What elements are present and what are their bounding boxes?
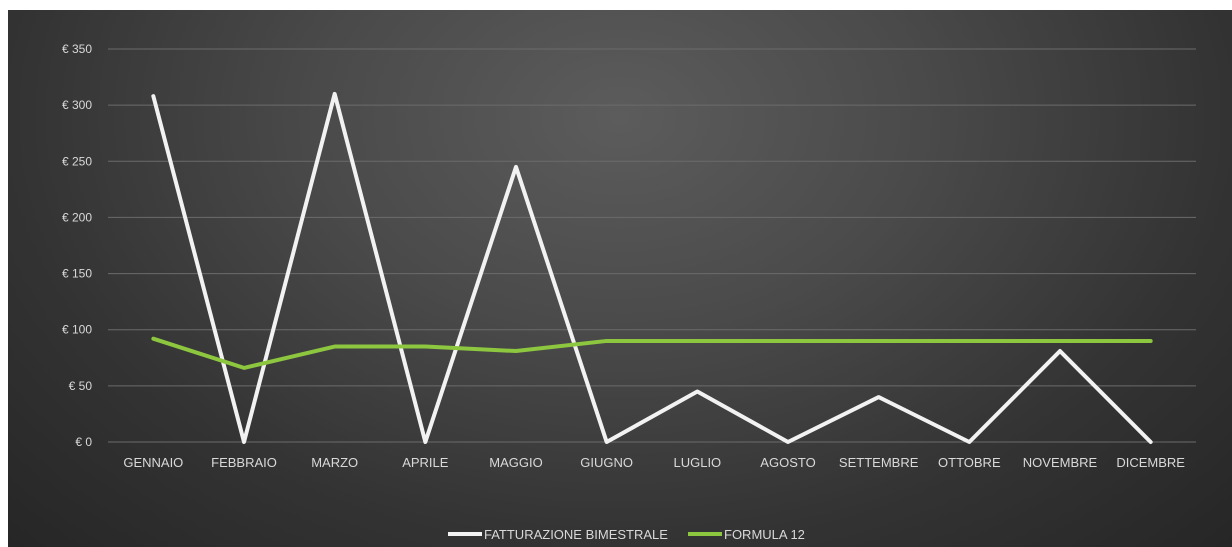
data-point — [242, 440, 246, 444]
x-tick-label: OTTOBRE — [938, 455, 1001, 470]
x-tick-label: GIUGNO — [580, 455, 633, 470]
data-point — [1149, 440, 1153, 444]
y-tick-label: € 100 — [62, 323, 92, 337]
data-point — [605, 440, 609, 444]
series-lines — [151, 91, 1153, 444]
gridlines — [108, 48, 1196, 443]
y-tick-label: € 200 — [62, 210, 92, 224]
x-tick-label: FEBBRAIO — [211, 455, 277, 470]
y-tick-label: € 300 — [62, 98, 92, 112]
y-tick-label: € 50 — [69, 379, 93, 393]
data-point — [877, 395, 881, 399]
data-point — [967, 440, 971, 444]
y-tick-label: € 250 — [62, 154, 92, 168]
data-point — [151, 94, 155, 98]
data-point — [786, 339, 790, 343]
data-point — [242, 366, 246, 370]
chart-area: € 0 € 50 € 100 € 150 € 200 € 250 € 300 € 350 GE… — [8, 10, 1232, 547]
x-tick-label: APRILE — [402, 455, 449, 470]
x-tick-label: AGOSTO — [760, 455, 815, 470]
data-point — [514, 349, 518, 353]
data-point — [514, 165, 518, 169]
x-tick-label: MAGGIO — [489, 455, 542, 470]
data-point — [1058, 339, 1062, 343]
data-point — [423, 345, 427, 349]
x-axis: GENNAIO FEBBRAIO MARZO APRILE MAGGIO GIUGNO LU… — [123, 455, 1185, 470]
x-tick-label: GENNAIO — [123, 455, 183, 470]
x-tick-label: SETTEMBRE — [839, 455, 919, 470]
x-tick-label: MARZO — [311, 455, 358, 470]
data-point — [786, 440, 790, 444]
data-point — [1058, 349, 1062, 353]
series-line-0 — [151, 91, 1153, 444]
data-point — [695, 339, 699, 343]
data-point — [333, 345, 337, 349]
y-tick-label: € 0 — [75, 435, 92, 449]
data-point — [1149, 339, 1153, 343]
legend-label: FATTURAZIONE BIMESTRALE — [484, 527, 668, 542]
y-tick-label: € 150 — [62, 267, 92, 281]
data-point — [151, 337, 155, 341]
data-point — [333, 92, 337, 96]
series-line-1 — [151, 336, 1153, 370]
data-point — [423, 440, 427, 444]
data-point — [695, 389, 699, 393]
data-point — [605, 339, 609, 343]
y-tick-label: € 350 — [62, 42, 92, 56]
data-point — [877, 339, 881, 343]
x-tick-label: NOVEMBRE — [1023, 455, 1098, 470]
legend-label: FORMULA 12 — [724, 527, 805, 542]
y-axis: € 0 € 50 € 100 € 150 € 200 € 250 € 300 € 350 — [62, 42, 92, 449]
x-tick-label: LUGLIO — [673, 455, 721, 470]
x-tick-label: DICEMBRE — [1116, 455, 1185, 470]
line-chart: € 0 € 50 € 100 € 150 € 200 € 250 € 300 € 350 GE… — [62, 42, 1196, 542]
legend: FATTURAZIONE BIMESTRALE FORMULA 12 — [448, 527, 805, 542]
data-point — [967, 339, 971, 343]
